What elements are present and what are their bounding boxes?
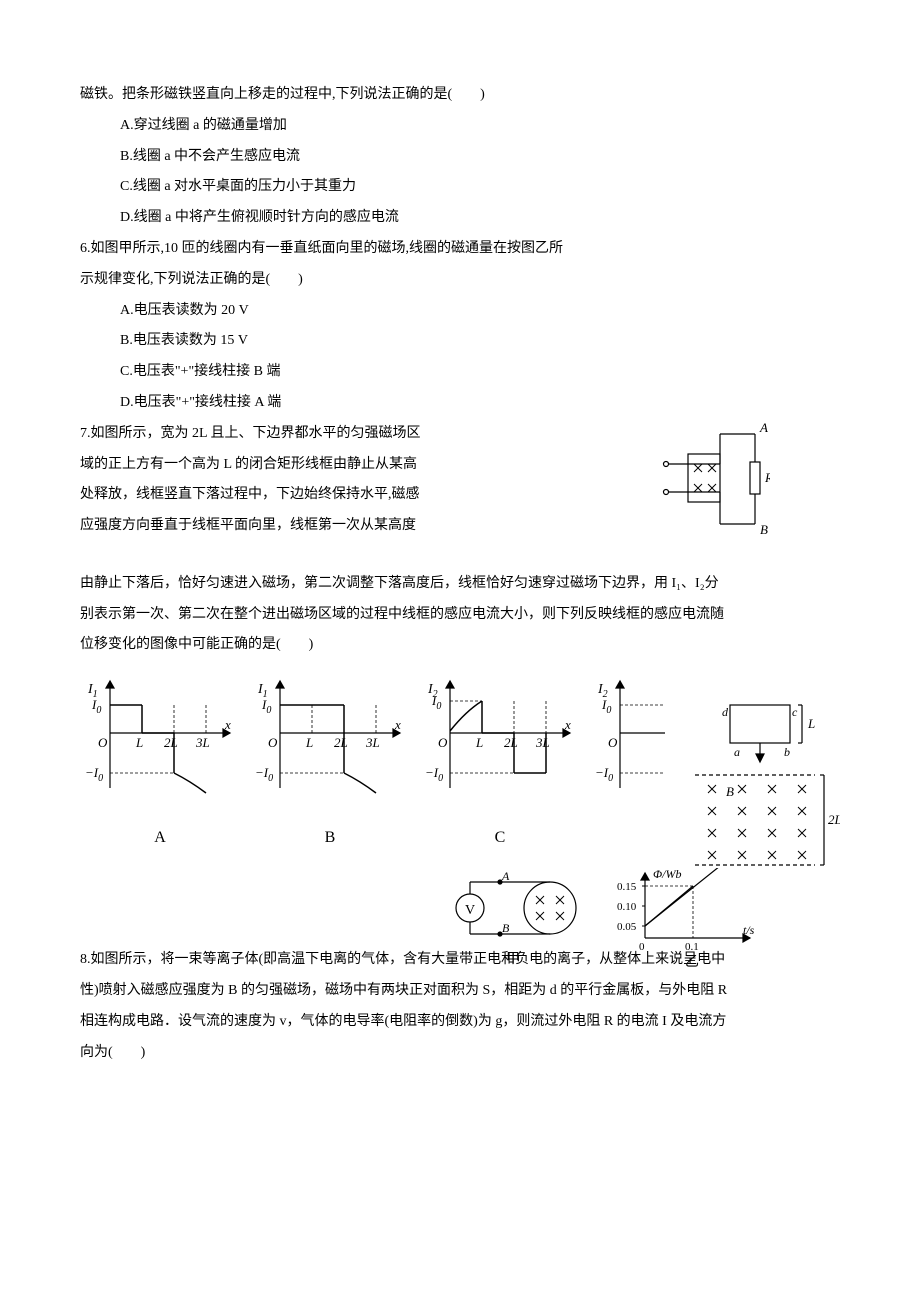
svg-text:L: L: [807, 716, 815, 731]
svg-text:3L: 3L: [195, 735, 210, 750]
svg-text:Φ/Wb: Φ/Wb: [653, 868, 681, 881]
q8-stem-2: 性)喷射入磁感应强度为 B 的匀强磁场，磁场中有两块正对面积为 S，相距为 d …: [80, 976, 840, 1007]
q7-stem-4: 应强度方向垂直于线框平面向里，线框第一次从某高度: [80, 511, 510, 542]
q7-loop-field-figure: d c a b L B 2L: [690, 700, 840, 875]
q5-option-a: A.穿过线圈 a 的磁通量增加: [80, 111, 840, 142]
svg-text:0.15: 0.15: [617, 881, 637, 893]
svg-text:L: L: [475, 735, 483, 750]
q7-chart-d: I2 I0 O −I0: [590, 673, 670, 855]
svg-text:0.1: 0.1: [685, 941, 699, 953]
q6-stem-1: 6.如图甲所示,10 匝的线圈内有一垂直纸面向里的磁场,线圈的磁通量在按图乙所: [80, 234, 730, 265]
svg-text:x: x: [394, 717, 401, 732]
svg-text:甲: 甲: [506, 952, 520, 967]
q7-stem-6: 别表示第一次、第二次在整个进出磁场区域的过程中线框的感应电流大小，则下列反映线框…: [80, 600, 840, 631]
q7-stem-7: 位移变化的图像中可能正确的是( ): [80, 630, 840, 661]
svg-text:d: d: [722, 705, 729, 719]
svg-text:2L: 2L: [828, 812, 840, 827]
svg-text:a: a: [734, 745, 740, 759]
q7-chart-a: I1 I0 O −I0 L 2L 3L x A: [80, 673, 240, 855]
svg-text:0.05: 0.05: [617, 921, 637, 933]
q8-stem-3: 相连构成电路．设气流的速度为 v，气体的电导率(电阻率的倒数)为 g，则流过外电…: [80, 1007, 840, 1038]
svg-text:3L: 3L: [535, 735, 550, 750]
svg-text:O: O: [438, 735, 448, 750]
q6-option-b: B.电压表读数为 15 V: [80, 326, 840, 357]
svg-text:I0: I0: [261, 697, 271, 716]
q5-option-d: D.线圈 a 中将产生俯视顺时针方向的感应电流: [80, 203, 840, 234]
svg-text:t/s: t/s: [743, 923, 755, 937]
svg-text:B: B: [726, 784, 734, 799]
svg-text:3L: 3L: [365, 735, 380, 750]
svg-text:A: A: [501, 869, 510, 883]
svg-text:O: O: [268, 735, 278, 750]
q6-option-c: C.电压表"+"接线柱接 B 端: [80, 357, 840, 388]
svg-text:x: x: [224, 717, 231, 732]
svg-text:0.10: 0.10: [617, 901, 637, 913]
svg-text:O: O: [98, 735, 108, 750]
svg-text:−I0: −I0: [85, 765, 103, 784]
svg-text:I0: I0: [431, 693, 441, 712]
svg-text:−I0: −I0: [425, 765, 443, 784]
q6-stem-2: 示规律变化,下列说法正确的是( ): [80, 265, 730, 296]
svg-text:2L: 2L: [504, 735, 518, 750]
svg-text:L: L: [305, 735, 313, 750]
q7-stem-5: 由静止下落后，恰好匀速进入磁场，第二次调整下落高度后，线框恰好匀速穿过磁场下边界…: [80, 569, 840, 600]
q7-stem-2: 域的正上方有一个高为 L 的闭合矩形线框由静止从某高: [80, 450, 510, 481]
svg-text:b: b: [784, 745, 790, 759]
q5-option-c: C.线圈 a 对水平桌面的压力小于其重力: [80, 172, 840, 203]
chart-label-a: A: [80, 820, 240, 855]
q7-chart-b: I1 I0 O −I0 L 2L 3L x B: [250, 673, 410, 855]
q7-jia-yi-figure: V A B 甲: [440, 868, 760, 978]
svg-text:L: L: [135, 735, 143, 750]
svg-text:−I0: −I0: [255, 765, 273, 784]
svg-text:2L: 2L: [164, 735, 178, 750]
q8-stem-4: 向为( ): [80, 1038, 840, 1069]
q7-chart-c: I2 I0 O −I0 L 2L 3L x C: [420, 673, 580, 855]
svg-text:−I0: −I0: [595, 765, 613, 784]
q7-stem-1: 7.如图所示，宽为 2L 且上、下边界都水平的匀强磁场区: [80, 419, 510, 450]
svg-text:B: B: [502, 921, 510, 935]
chart-label-c: C: [420, 820, 580, 855]
chart-label-b: B: [250, 820, 410, 855]
svg-text:V: V: [465, 903, 475, 918]
svg-text:O: O: [608, 735, 618, 750]
svg-text:c: c: [792, 705, 798, 719]
q7-stem-3: 处释放，线框竖直下落过程中，下边始终保持水平,磁感: [80, 480, 510, 511]
svg-text:2L: 2L: [334, 735, 348, 750]
svg-text:I0: I0: [601, 697, 611, 716]
svg-text:乙: 乙: [685, 954, 699, 970]
q5-stem-tail: 磁铁。把条形磁铁竖直向上移走的过程中,下列说法正确的是( ): [80, 80, 840, 111]
svg-text:I0: I0: [91, 697, 101, 716]
svg-text:x: x: [564, 717, 571, 732]
q5-option-b: B.线圈 a 中不会产生感应电流: [80, 142, 840, 173]
svg-text:0: 0: [639, 941, 645, 953]
q6-option-a: A.电压表读数为 20 V: [80, 296, 840, 327]
